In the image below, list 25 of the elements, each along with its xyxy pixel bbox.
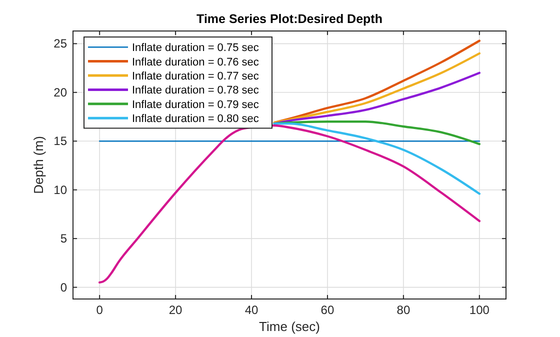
x-tick-label: 80	[396, 303, 410, 317]
legend-label: Inflate duration = 0.79 sec	[132, 98, 260, 111]
legend-label: Inflate duration = 0.75 sec	[132, 42, 260, 54]
y-tick-label: 10	[54, 182, 68, 197]
x-tick-label: 20	[168, 303, 183, 317]
line-series	[273, 72, 481, 125]
legend-label: Inflate duration = 0.80 sec	[132, 113, 260, 126]
line-series	[273, 122, 481, 195]
y-axis-title: Depth (m)	[31, 136, 46, 194]
x-tick-label: 60	[320, 303, 334, 317]
legend-label: Inflate duration = 0.77 sec	[132, 70, 260, 82]
line-series	[273, 120, 481, 146]
legend-label: Inflate duration = 0.76 sec	[132, 56, 260, 68]
y-tick-label: 25	[54, 36, 68, 51]
y-tick-label: 0	[60, 280, 68, 294]
x-tick-label: 40	[244, 303, 259, 317]
x-tick-label: 0	[96, 303, 104, 317]
legend-label: Inflate duration = 0.78 sec	[132, 84, 260, 97]
x-tick-label: 100	[469, 303, 490, 317]
y-tick-label: 20	[54, 85, 68, 100]
x-axis-title: Time (sec)	[259, 319, 320, 334]
y-tick-label: 5	[60, 232, 68, 246]
chart-title: Time Series Plot:Desired Depth	[196, 12, 382, 26]
y-tick-label: 15	[54, 134, 68, 148]
line-series	[98, 124, 481, 284]
